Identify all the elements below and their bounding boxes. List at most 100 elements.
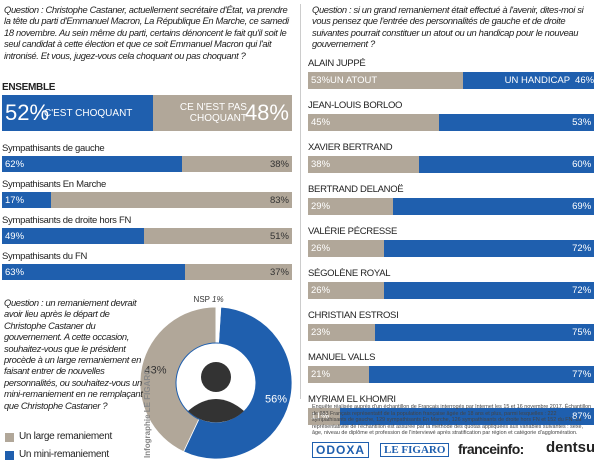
value-label: 52% <box>5 100 50 125</box>
series-name: C'EST CHOQUANT <box>44 107 133 119</box>
row-label: XAVIER BERTRAND <box>308 142 393 153</box>
value-label: 77% <box>572 369 592 380</box>
series-name: CE N'EST PAS CHOQUANT <box>179 102 247 124</box>
bar-segment <box>2 156 182 172</box>
bar-segment <box>308 114 440 131</box>
bar-segment <box>2 95 153 131</box>
bar-segment <box>375 324 594 341</box>
bar-row: 26% 72% <box>308 240 594 257</box>
bar-segment <box>308 366 370 383</box>
bar-row: 29% 69% <box>308 198 594 215</box>
value-label: 53% <box>572 117 592 128</box>
bar-segment <box>308 72 463 89</box>
value-label: 72% <box>572 243 592 254</box>
row-label: ALAIN JUPPÉ <box>308 58 366 69</box>
legend-swatch <box>5 451 14 460</box>
row-label: BERTRAND DELANOË <box>308 184 404 195</box>
value-label: 38% <box>269 158 289 170</box>
bar-segment <box>308 408 341 425</box>
portrait-head <box>201 362 231 392</box>
bar-row: 52% C'EST CHOQUANT 48% CE N'EST PAS CHOQUAN… <box>2 95 292 131</box>
bar-row: 11% 87% <box>308 408 594 425</box>
bar-row: 38% 60% <box>308 156 594 173</box>
bar-segment <box>340 408 594 425</box>
bar-segment <box>308 282 384 299</box>
value-label: 51% <box>269 230 289 242</box>
series-name: UN HANDICAP <box>504 75 571 86</box>
pie-label: 43% <box>144 364 166 376</box>
logo-franceinfo: franceinfo: <box>458 441 524 457</box>
bar-row: 45% 53% <box>308 114 594 131</box>
value-label: 83% <box>269 194 289 206</box>
bar-segment <box>2 192 52 208</box>
bar-segment <box>2 264 185 280</box>
legend-label: Un large remaniement <box>19 431 112 442</box>
divider <box>300 4 301 399</box>
row-label: Sympathisants de gauche <box>2 143 105 154</box>
bar-segment <box>392 198 594 215</box>
bar-segment <box>439 114 594 131</box>
bar-segment <box>418 156 594 173</box>
row-label: SÉGOLÈNE ROYAL <box>308 268 391 279</box>
logo-dentsu: dentsu <box>546 439 594 456</box>
legend-swatch <box>5 433 14 442</box>
value-label: 37% <box>269 266 289 278</box>
bar-segment <box>383 282 594 299</box>
row-label: Sympathisants de droite hors FN <box>2 215 132 226</box>
bar-segment <box>181 156 292 172</box>
bar-row: 49% 51% <box>2 228 292 244</box>
bar-row: 63% 37% <box>2 264 292 280</box>
bar-segment <box>383 240 594 257</box>
value-label: 26% <box>311 243 331 254</box>
question: Question : si un grand remaniement était… <box>312 4 584 50</box>
value-label: 69% <box>572 201 592 212</box>
value-label: 11% <box>311 411 330 422</box>
bar-row: 26% 72% <box>308 282 594 299</box>
bar-segment <box>308 240 384 257</box>
row-label: JEAN-LOUIS BORLOO <box>308 100 403 111</box>
question: Question : un remaniement devrait avoir … <box>4 297 143 411</box>
bar-segment <box>184 264 292 280</box>
value-label: 45% <box>311 117 331 128</box>
bar-segment <box>462 72 594 89</box>
value-label: 29% <box>311 201 331 212</box>
row-label: MANUEL VALLS <box>308 352 376 363</box>
footnote: Enquête réalisée auprès d'un échantillon… <box>312 404 592 437</box>
bar-row: 23% 75% <box>308 324 594 341</box>
bar-segment <box>308 198 393 215</box>
value-label: 60% <box>572 159 592 170</box>
bar-segment <box>152 95 292 131</box>
bar-segment <box>2 228 145 244</box>
bar-row: 21% 77% <box>308 366 594 383</box>
pie-category: NSP <box>194 295 210 304</box>
series-name: UN ATOUT <box>330 75 378 86</box>
row-label: ENSEMBLE <box>2 82 56 93</box>
portrait-body <box>188 399 244 423</box>
credit: Infographie LE FIGARO <box>143 369 152 458</box>
logo-figaro: LE FIGARO <box>380 443 450 457</box>
row-label: Sympathisants En Marche <box>2 179 106 190</box>
value-label: 49% <box>5 230 25 242</box>
value-label: 62% <box>5 158 25 170</box>
value-label: 38% <box>311 159 331 170</box>
value-label: 87% <box>572 411 592 422</box>
value-label: 53% <box>311 75 331 86</box>
logo-odoxa: ODOXA <box>312 442 370 458</box>
bar-segment <box>369 366 594 383</box>
row-label: VALÉRIE PÉCRESSE <box>308 226 398 237</box>
value-label: 21% <box>311 369 331 380</box>
value-label: 17% <box>5 194 25 206</box>
value-label: 72% <box>572 285 592 296</box>
row-label: Sympathisants du FN <box>2 251 88 262</box>
row-label: MYRIAM EL KHOMRI <box>308 394 396 405</box>
bar-segment <box>51 192 292 208</box>
value-label: 46% <box>575 75 594 86</box>
value-label: 23% <box>311 327 331 338</box>
question: Question : Christophe Castaner, actuelle… <box>4 4 289 61</box>
value-label: 48% <box>244 100 289 125</box>
bar-row: 17% 83% <box>2 192 292 208</box>
value-label: 75% <box>572 327 592 338</box>
bar-segment <box>144 228 292 244</box>
